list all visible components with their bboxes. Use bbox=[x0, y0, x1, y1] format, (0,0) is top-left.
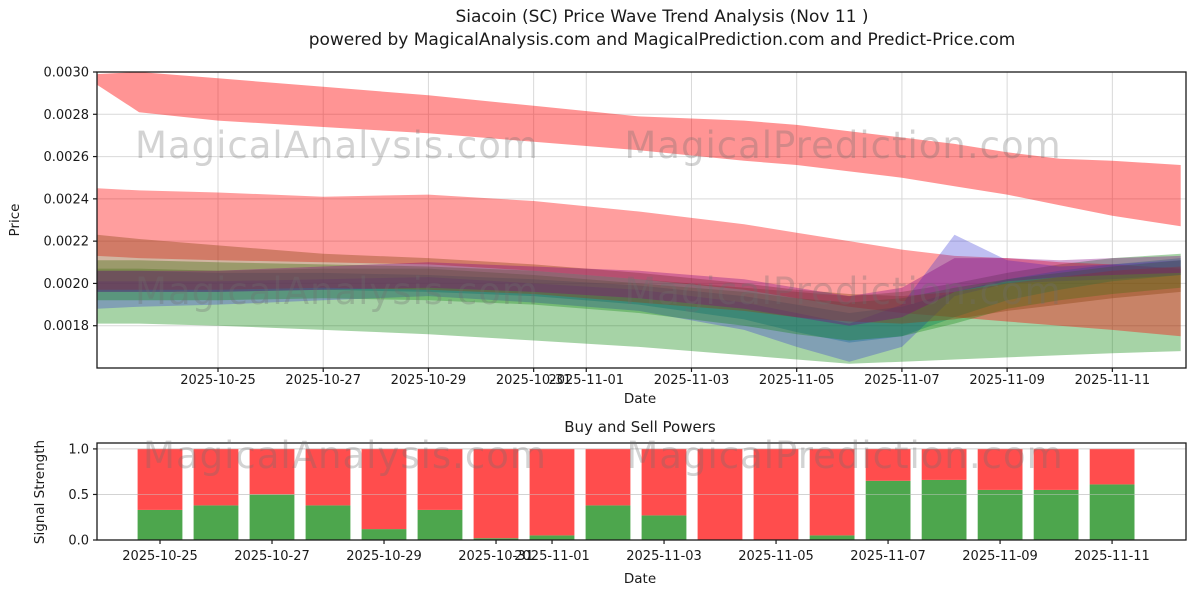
x-tick-label: 2025-11-11 bbox=[1075, 373, 1151, 388]
sell-bar-segment bbox=[249, 448, 295, 495]
buy-bar-segment bbox=[585, 505, 631, 540]
buy-bar-segment bbox=[137, 509, 183, 540]
sell-bar-segment bbox=[137, 448, 183, 510]
sell-bar-segment bbox=[753, 448, 799, 540]
sell-bar-segment bbox=[977, 448, 1023, 490]
band-teal bbox=[97, 258, 1181, 343]
x-tick-label: 2025-11-09 bbox=[969, 373, 1045, 388]
x-tick-label: 2025-10-31 bbox=[496, 373, 572, 388]
y-tick-label: 0.0026 bbox=[44, 150, 90, 165]
plot-frame bbox=[96, 442, 1187, 541]
band-blue bbox=[97, 234, 1181, 362]
sell-bar-segment bbox=[697, 448, 743, 540]
sell-bar-segment bbox=[865, 448, 911, 481]
buy-bar-segment bbox=[305, 505, 351, 540]
sell-bar-segment bbox=[529, 448, 575, 536]
top-chart-grid bbox=[97, 71, 1186, 368]
x-tick-label: 2025-10-27 bbox=[234, 549, 310, 564]
y-tick-label: 0.0 bbox=[68, 534, 89, 549]
buy-bar-segment bbox=[921, 479, 967, 540]
watermark-analysis: MagicalAnalysis.com bbox=[143, 434, 547, 477]
buy-bar-segment bbox=[865, 480, 911, 540]
x-tick-label: 2025-11-03 bbox=[626, 549, 702, 564]
band-orange bbox=[97, 234, 1181, 324]
sell-bar-segment bbox=[473, 448, 519, 539]
y-tick-label: 0.0018 bbox=[44, 319, 90, 334]
buy-bar-segment bbox=[977, 489, 1023, 540]
x-tick-label: 2025-11-03 bbox=[654, 373, 730, 388]
sell-bar-segment bbox=[585, 448, 631, 506]
plot-frames bbox=[96, 71, 1187, 541]
buy-bar-segment bbox=[417, 509, 463, 540]
x-tick-label: 2025-11-07 bbox=[864, 373, 940, 388]
buy-bar-segment bbox=[529, 535, 575, 540]
bottom-xaxis-label: Date bbox=[624, 571, 656, 587]
sell-bar-segment bbox=[921, 448, 967, 480]
x-tick-label: 2025-11-09 bbox=[962, 549, 1038, 564]
watermark-analysis: MagicalAnalysis.com bbox=[135, 270, 539, 313]
band-red-lower bbox=[97, 188, 1181, 337]
bottom-yaxis-label: Signal Strength bbox=[32, 440, 48, 544]
top-yaxis-label: Price bbox=[7, 204, 23, 237]
sell-bar-segment bbox=[809, 448, 855, 536]
buy-bar-segment bbox=[249, 494, 295, 540]
sell-bar-segment bbox=[193, 448, 239, 506]
sell-bar-segment bbox=[361, 448, 407, 530]
top-xaxis-label: Date bbox=[624, 391, 656, 407]
y-tick-label: 0.0030 bbox=[44, 66, 90, 81]
band-purple bbox=[97, 255, 1181, 326]
buy-bar-segment bbox=[193, 505, 239, 540]
top-chart-bands bbox=[97, 72, 1181, 364]
watermark-prediction: MagicalPrediction.com bbox=[626, 434, 1063, 477]
x-tick-label: 2025-10-27 bbox=[285, 373, 361, 388]
watermark-analysis: MagicalAnalysis.com bbox=[135, 124, 539, 167]
sell-bar-segment bbox=[1089, 448, 1135, 485]
x-tick-label: 2025-11-01 bbox=[548, 373, 624, 388]
x-tick-label: 2025-11-07 bbox=[850, 549, 926, 564]
sell-bar-segment bbox=[305, 448, 351, 506]
x-tick-label: 2025-10-29 bbox=[346, 549, 422, 564]
x-tick-label: 2025-11-11 bbox=[1074, 549, 1150, 564]
x-tick-label: 2025-11-05 bbox=[759, 373, 835, 388]
watermark-prediction: MagicalPrediction.com bbox=[624, 270, 1061, 313]
y-tick-label: 0.5 bbox=[68, 488, 89, 503]
band-green-mid bbox=[97, 260, 1181, 341]
figure-subtitle: powered by MagicalAnalysis.com and Magic… bbox=[309, 30, 1016, 50]
sell-bar-segment bbox=[1033, 448, 1079, 490]
band-red-upper bbox=[97, 72, 1181, 227]
x-tick-label: 2025-10-29 bbox=[391, 373, 467, 388]
band-green-wide bbox=[97, 253, 1181, 364]
x-tick-label: 2025-10-25 bbox=[180, 373, 256, 388]
plot-frame bbox=[96, 71, 1187, 369]
y-tick-label: 0.0024 bbox=[44, 192, 90, 207]
buy-bar-segment bbox=[1089, 484, 1135, 540]
bottom-chart-title: Buy and Sell Powers bbox=[564, 418, 716, 436]
buy-bar-segment bbox=[361, 529, 407, 540]
figure-title: Siacoin (SC) Price Wave Trend Analysis (… bbox=[455, 7, 868, 27]
x-tick-label: 2025-10-25 bbox=[122, 549, 198, 564]
x-tick-label: 2025-10-31 bbox=[458, 549, 534, 564]
bottom-chart-bars bbox=[97, 448, 1186, 540]
tick-labels: 0.00180.00200.00220.00240.00260.00280.00… bbox=[44, 66, 1151, 565]
sell-bar-segment bbox=[641, 448, 687, 516]
sell-bar-segment bbox=[417, 448, 463, 510]
watermark-prediction: MagicalPrediction.com bbox=[624, 124, 1061, 167]
buy-bar-segment bbox=[1033, 489, 1079, 540]
buy-bar-segment bbox=[473, 538, 519, 540]
buy-bar-segment bbox=[641, 515, 687, 540]
buy-bar-segment bbox=[809, 535, 855, 540]
y-tick-label: 0.0022 bbox=[44, 235, 90, 250]
y-tick-label: 1.0 bbox=[68, 442, 89, 457]
y-tick-label: 0.0020 bbox=[44, 277, 90, 292]
y-tick-label: 0.0028 bbox=[44, 108, 90, 123]
x-tick-label: 2025-11-05 bbox=[738, 549, 814, 564]
x-tick-label: 2025-11-01 bbox=[514, 549, 590, 564]
